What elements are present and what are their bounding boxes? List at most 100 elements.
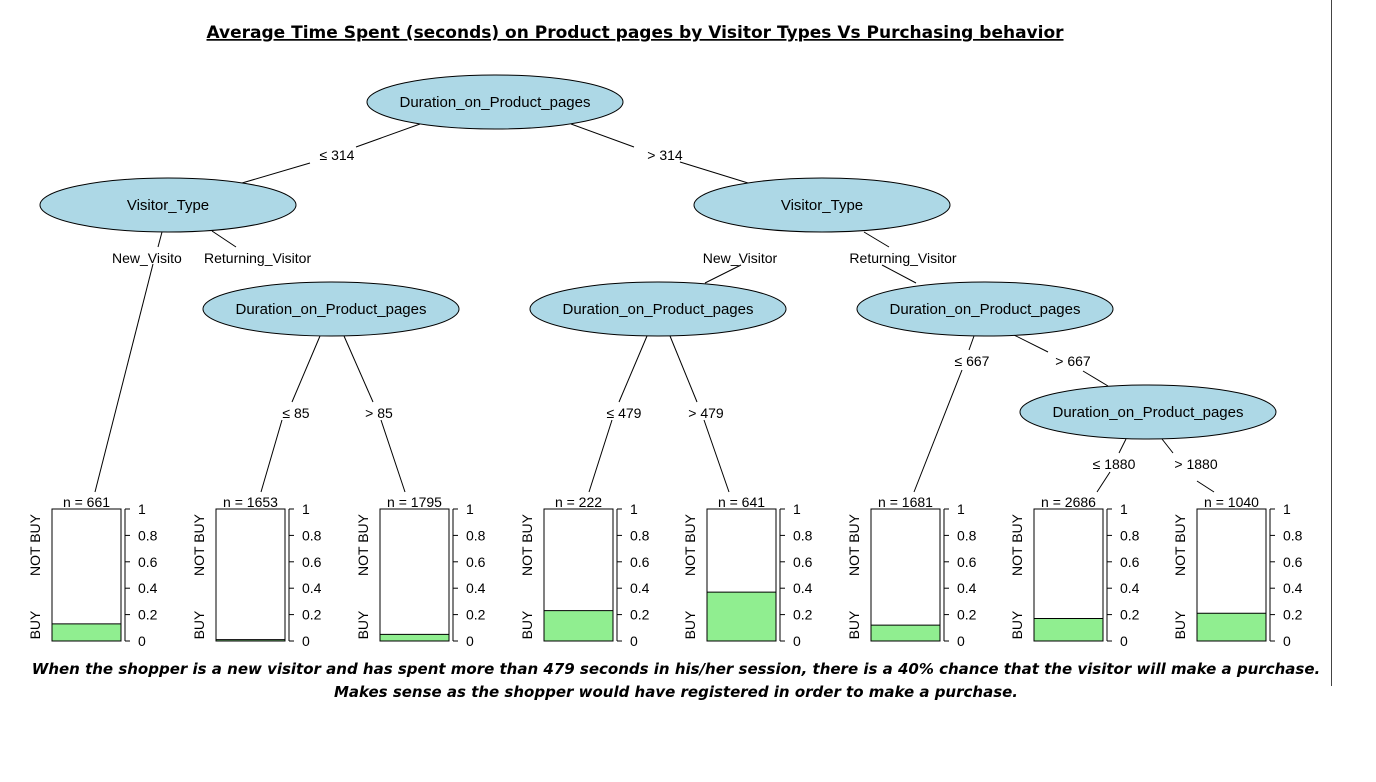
edge-line — [343, 335, 374, 403]
axis-tick-label: 1 — [466, 501, 474, 517]
class-label-not-buy: NOT BUY — [191, 513, 207, 576]
tree-edge: > 1880 — [1161, 438, 1218, 493]
tree-edge: > 85 — [343, 335, 406, 493]
tree-edge: > 314 — [570, 123, 749, 184]
node-label: Visitor_Type — [781, 197, 863, 214]
axis-tick-label: 0 — [138, 633, 146, 649]
edge-line — [863, 231, 890, 248]
edge-split-label: ≤ 479 — [607, 405, 642, 421]
node-label: Visitor_Type — [127, 197, 209, 214]
class-label-buy: BUY — [846, 610, 862, 639]
axis-tick-label: 1 — [1120, 501, 1128, 517]
axis-tick-label: 0.2 — [466, 607, 486, 623]
tree-edge: > 479 — [669, 335, 730, 493]
axis-tick-label: 0 — [630, 633, 638, 649]
class-label-buy: BUY — [682, 610, 698, 639]
edge-line — [1013, 334, 1049, 353]
edge-line — [669, 335, 698, 403]
class-label-not-buy: NOT BUY — [846, 513, 862, 576]
axis-tick-label: 0.2 — [302, 607, 322, 623]
axis-tick-label: 0 — [302, 633, 310, 649]
edge-line — [968, 335, 975, 351]
class-label-not-buy: NOT BUY — [1172, 513, 1188, 576]
edge-line — [1118, 438, 1127, 454]
leaf-node: n = 222 0 0.2 0.4 0.6 0.8 1 NOT BUY BUY — [519, 494, 650, 649]
node-ellipse — [202, 281, 460, 337]
leaf-n-label: n = 661 — [63, 494, 110, 510]
axis-tick-label: 0.2 — [1120, 607, 1140, 623]
leaf-n-label: n = 1795 — [387, 494, 442, 510]
axis-tick-label: 0.4 — [630, 580, 650, 596]
edge-split-label: ≤ 667 — [955, 353, 990, 369]
axis-tick-label: 0.6 — [793, 554, 813, 570]
edge-line — [679, 161, 749, 184]
tree-edge: ≤ 85 — [260, 335, 321, 493]
leaf-box — [1196, 508, 1267, 642]
axis-tick-label: 0.6 — [1283, 554, 1303, 570]
axis-tick-label: 0.4 — [302, 580, 322, 596]
axis-tick-label: 0.6 — [466, 554, 486, 570]
buy-proportion-bar — [52, 623, 121, 641]
edge-split-label: > 314 — [647, 147, 683, 163]
edge-split-label: Returning_Visitor — [849, 250, 956, 266]
buy-proportion-bar — [216, 639, 285, 641]
axis-tick-label: 0.2 — [793, 607, 813, 623]
axis-tick-label: 0.4 — [1120, 580, 1140, 596]
node-label: Duration_on_Product_pages — [236, 301, 427, 318]
axis-tick-label: 0 — [793, 633, 801, 649]
buy-proportion-bar — [1197, 613, 1266, 641]
axis-tick-label: 0.8 — [302, 527, 322, 543]
caption-line-2: Makes sense as the shopper would have re… — [334, 683, 1018, 701]
class-label-buy: BUY — [519, 610, 535, 639]
edge-line — [1082, 370, 1109, 387]
class-label-buy: BUY — [27, 610, 43, 639]
leaf-box — [215, 508, 286, 642]
edge-split-label: New_Visito — [112, 250, 182, 266]
edge-line — [380, 419, 406, 493]
edge-line — [913, 369, 963, 493]
tree-node: Duration_on_Product_pages — [856, 281, 1114, 337]
tree-edge: New_Visito — [94, 231, 182, 493]
tree-node: Visitor_Type — [693, 177, 951, 233]
edge-line — [1196, 480, 1215, 493]
leaf-node: n = 1653 0 0.2 0.4 0.6 0.8 1 NOT BUY BUY — [191, 494, 322, 649]
edge-line — [1161, 438, 1174, 454]
class-label-not-buy: NOT BUY — [1009, 513, 1025, 576]
node-ellipse — [1019, 384, 1277, 440]
edge-split-label: ≤ 314 — [320, 147, 355, 163]
leaf-node: n = 1681 0 0.2 0.4 0.6 0.8 1 NOT BUY BUY — [846, 494, 977, 649]
node-label: Duration_on_Product_pages — [563, 301, 754, 318]
decision-tree-diagram: Average Time Spent (seconds) on Product … — [27, 23, 1303, 649]
edge-line — [703, 419, 730, 493]
nodes-layer: Duration_on_Product_pages Visitor_Type Vis… — [39, 74, 1277, 440]
leaf-node: n = 2686 0 0.2 0.4 0.6 0.8 1 NOT BUY BUY — [1009, 494, 1140, 649]
axis-tick-label: 0.8 — [957, 527, 977, 543]
leaf-n-label: n = 2686 — [1041, 494, 1096, 510]
edge-line — [618, 335, 648, 403]
tree-node: Duration_on_Product_pages — [529, 281, 787, 337]
class-label-buy: BUY — [191, 610, 207, 639]
axis-tick-label: 0.8 — [466, 527, 486, 543]
axis-tick-label: 1 — [957, 501, 965, 517]
buy-proportion-bar — [380, 634, 449, 641]
axis-tick-label: 0.6 — [957, 554, 977, 570]
axis-tick-label: 1 — [793, 501, 801, 517]
class-label-not-buy: NOT BUY — [519, 513, 535, 576]
edge-line — [260, 419, 283, 493]
buy-proportion-bar — [544, 610, 613, 641]
axis-tick-label: 0.8 — [1120, 527, 1140, 543]
axis-tick-label: 0.4 — [957, 580, 977, 596]
diagram-title: Average Time Spent (seconds) on Product … — [206, 23, 1064, 43]
node-ellipse — [529, 281, 787, 337]
edge-split-label: ≤ 85 — [282, 405, 309, 421]
leaf-n-label: n = 641 — [718, 494, 765, 510]
axis-tick-label: 0.8 — [793, 527, 813, 543]
leaf-box — [51, 508, 122, 642]
buy-proportion-bar — [1034, 618, 1103, 641]
edge-split-label: > 85 — [365, 405, 393, 421]
tree-edge: ≤ 667 — [913, 335, 990, 493]
node-ellipse — [39, 177, 297, 233]
axis-tick-label: 0 — [957, 633, 965, 649]
axis-tick-label: 0.8 — [1283, 527, 1303, 543]
axis-tick-label: 1 — [630, 501, 638, 517]
